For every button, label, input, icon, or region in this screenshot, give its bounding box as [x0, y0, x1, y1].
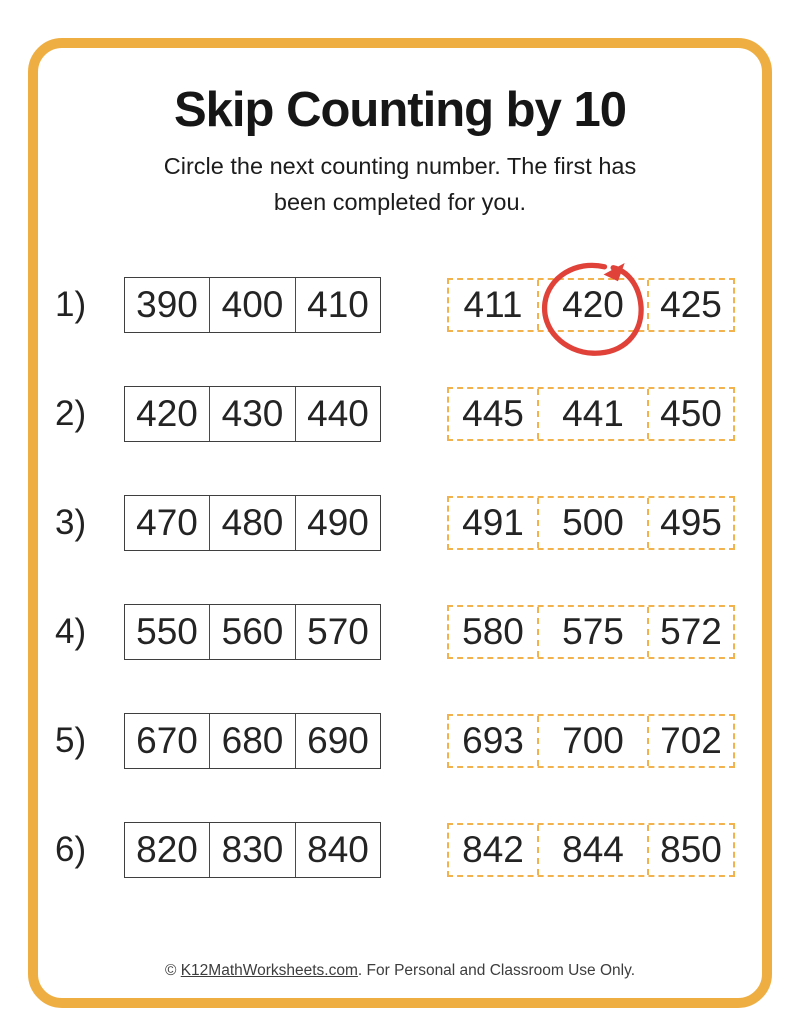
problem-row-3: 3) 470 480 490 491 500 495 — [38, 495, 762, 551]
problem-row-2: 2) 420 430 440 445 441 450 — [38, 386, 762, 442]
answer-choices-table: 491 500 495 — [447, 496, 735, 550]
sequence-cell: 680 — [210, 714, 296, 768]
choice-cell[interactable]: 850 — [660, 829, 722, 870]
page-title: Skip Counting by 10 — [174, 83, 627, 137]
choice-cell[interactable]: 842 — [449, 825, 539, 875]
choice-cell[interactable]: 411 — [449, 280, 539, 330]
problem-row-5: 5) 670 680 690 693 700 702 — [38, 713, 762, 769]
sequence-cell: 840 — [307, 829, 369, 870]
problem-number-label: 3) — [55, 503, 87, 542]
answer-choices-table: 445 441 450 — [447, 387, 735, 441]
choice-cell[interactable]: 495 — [660, 502, 722, 543]
sequence-cell: 400 — [210, 278, 296, 332]
k12mathworksheets-link[interactable]: K12MathWorksheets.com — [180, 962, 358, 979]
answer-choices-table: 842 844 850 — [447, 823, 735, 877]
sequence-table: 820 830 840 — [124, 822, 381, 878]
choice-cell[interactable]: 700 — [539, 716, 649, 766]
sequence-cell: 670 — [125, 714, 210, 768]
problem-row-1: 1) 390 400 410 411 420 425 — [38, 262, 762, 356]
choice-cell[interactable]: 441 — [539, 389, 649, 439]
choice-cell[interactable]: 580 — [449, 607, 539, 657]
problem-number-label: 4) — [55, 612, 87, 651]
sequence-cell: 430 — [210, 387, 296, 441]
sequence-cell: 560 — [210, 605, 296, 659]
sequence-table: 670 680 690 — [124, 713, 381, 769]
sequence-cell: 480 — [210, 496, 296, 550]
choice-value: 420 — [562, 284, 624, 325]
sequence-table: 550 560 570 — [124, 604, 381, 660]
sequence-cell: 410 — [307, 284, 369, 325]
problem-number-label: 6) — [55, 830, 87, 869]
problem-row-4: 4) 550 560 570 580 575 572 — [38, 604, 762, 660]
instructions-line-2: been completed for you. — [273, 189, 527, 215]
sequence-table: 470 480 490 — [124, 495, 381, 551]
choice-cell[interactable]: 844 — [539, 825, 649, 875]
problem-number-label: 5) — [55, 721, 87, 760]
problem-number-label: 1) — [55, 285, 87, 324]
sequence-cell: 690 — [307, 720, 369, 761]
choice-cell-circled[interactable]: 420 — [539, 262, 649, 356]
sequence-cell: 550 — [125, 605, 210, 659]
choice-cell[interactable]: 425 — [660, 284, 722, 325]
choice-cell[interactable]: 693 — [449, 716, 539, 766]
choice-cell[interactable]: 575 — [539, 607, 649, 657]
instructions-line-1: Circle the next counting number. The fir… — [163, 153, 637, 179]
sequence-cell: 440 — [307, 393, 369, 434]
sequence-cell: 390 — [125, 278, 210, 332]
answer-choices-table: 580 575 572 — [447, 605, 735, 659]
choice-cell[interactable]: 500 — [539, 498, 649, 548]
problems-list: 1) 390 400 410 411 420 425 — [38, 262, 762, 931]
choice-cell[interactable]: 450 — [660, 393, 722, 434]
problem-number-label: 2) — [55, 394, 87, 433]
footer-copyright: © K12MathWorksheets.com. For Personal an… — [38, 962, 762, 980]
sequence-cell: 820 — [125, 823, 210, 877]
copyright-symbol: © — [164, 962, 181, 979]
choice-cell[interactable]: 491 — [449, 498, 539, 548]
choice-cell[interactable]: 445 — [449, 389, 539, 439]
sequence-cell: 570 — [307, 611, 369, 652]
page-border-frame: Skip Counting by 10 Circle the next coun… — [28, 38, 772, 1008]
answer-choices-table: 411 420 425 — [447, 262, 735, 356]
choice-cell[interactable]: 572 — [660, 611, 722, 652]
footer-usage-note: . For Personal and Classroom Use Only. — [357, 962, 635, 979]
choice-cell[interactable]: 702 — [660, 720, 722, 761]
problem-row-6: 6) 820 830 840 842 844 850 — [38, 822, 762, 878]
instructions: Circle the next counting number. The fir… — [80, 148, 720, 220]
sequence-cell: 470 — [125, 496, 210, 550]
sequence-table: 420 430 440 — [124, 386, 381, 442]
answer-choices-table: 693 700 702 — [447, 714, 735, 768]
sequence-cell: 830 — [210, 823, 296, 877]
sequence-cell: 490 — [307, 502, 369, 543]
sequence-table: 390 400 410 — [124, 277, 381, 333]
sequence-cell: 420 — [125, 387, 210, 441]
